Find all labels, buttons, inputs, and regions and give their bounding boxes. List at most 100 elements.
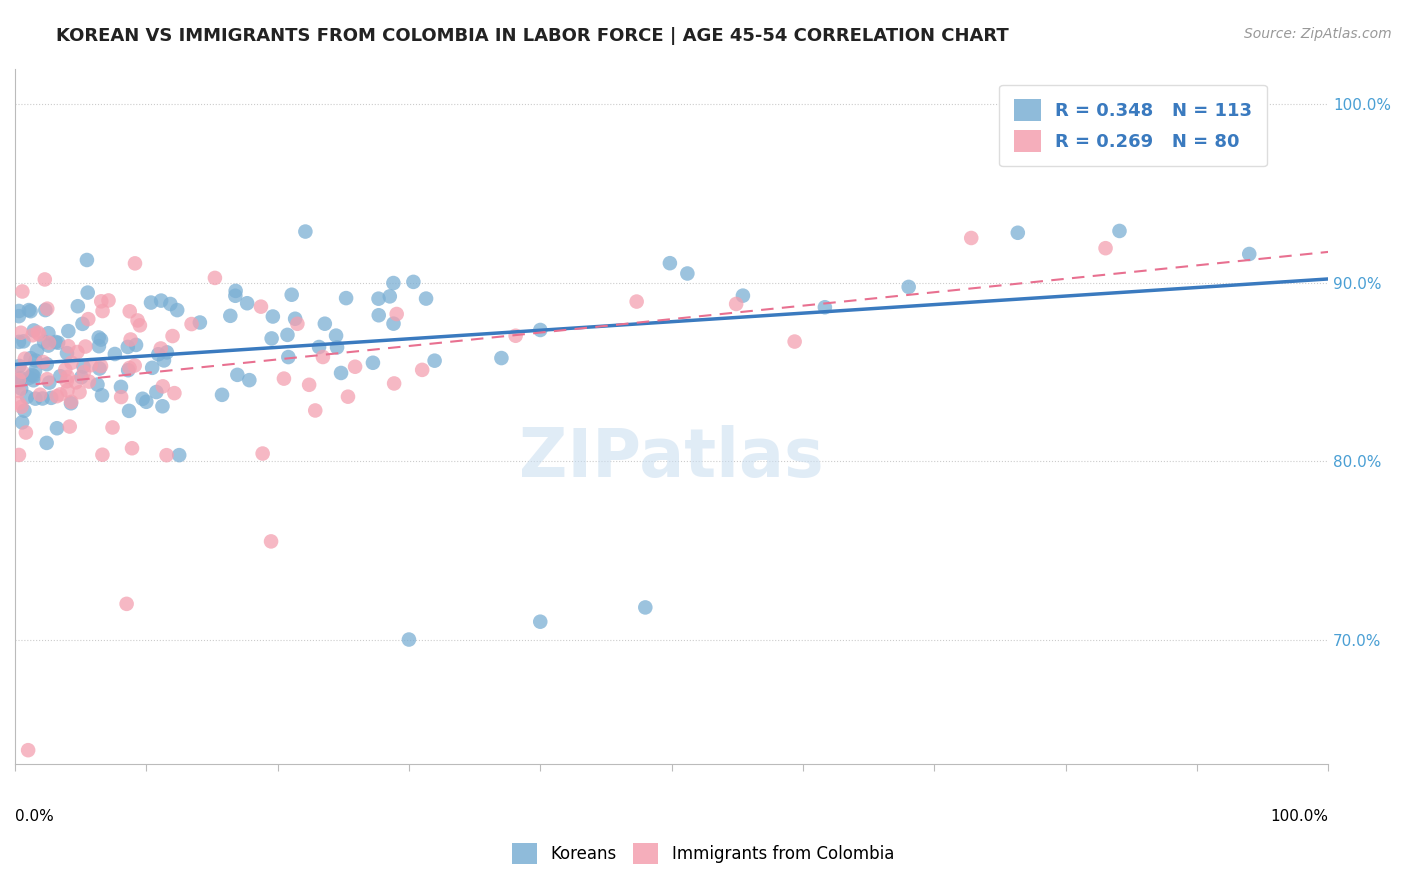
Point <box>76 285 98 300</box>
Point <box>56 384 79 398</box>
Point <box>38 376 60 390</box>
Point <box>97 293 120 308</box>
Point <box>124 256 146 270</box>
Point <box>280 287 302 301</box>
Point <box>90 294 112 309</box>
Point <box>11 365 34 379</box>
Point <box>676 267 699 281</box>
Point <box>344 359 367 374</box>
Point <box>49 369 72 384</box>
Point <box>91 448 114 462</box>
Point <box>35 357 58 371</box>
Point <box>34 303 56 318</box>
Point <box>86 377 108 392</box>
Point <box>118 304 141 318</box>
Point <box>1094 241 1116 255</box>
Point <box>46 335 69 350</box>
Point <box>155 448 177 462</box>
Point <box>69 385 91 400</box>
Point <box>814 300 837 314</box>
Point <box>87 339 110 353</box>
Point <box>1239 247 1261 261</box>
Point <box>90 359 112 373</box>
Text: KOREAN VS IMMIGRANTS FROM COLOMBIA IN LABOR FORCE | AGE 45-54 CORRELATION CHART: KOREAN VS IMMIGRANTS FROM COLOMBIA IN LA… <box>56 27 1010 45</box>
Point <box>125 338 148 352</box>
Point <box>284 311 307 326</box>
Point <box>17 303 39 318</box>
Point <box>382 317 405 331</box>
Point <box>162 329 184 343</box>
Point <box>139 295 162 310</box>
Point <box>783 334 806 349</box>
Point <box>367 292 389 306</box>
Point <box>149 342 172 356</box>
Point <box>505 328 527 343</box>
Text: 100.0%: 100.0% <box>1270 809 1329 824</box>
Point <box>152 399 174 413</box>
Point <box>53 362 76 376</box>
Point <box>1108 224 1130 238</box>
Point <box>10 382 32 396</box>
Legend: R = 0.348   N = 113, R = 0.269   N = 80: R = 0.348 N = 113, R = 0.269 N = 80 <box>1000 85 1267 167</box>
Point <box>91 388 114 402</box>
Point <box>129 318 152 333</box>
Point <box>10 371 32 385</box>
Point <box>166 303 188 318</box>
Point <box>145 385 167 400</box>
Point <box>37 326 59 341</box>
Point <box>236 296 259 310</box>
Point <box>7 334 30 349</box>
Point <box>34 272 56 286</box>
Point <box>38 335 60 350</box>
Point <box>658 256 681 270</box>
Text: Source: ZipAtlas.com: Source: ZipAtlas.com <box>1244 27 1392 41</box>
Point <box>75 339 97 353</box>
Point <box>32 355 55 369</box>
Point <box>398 632 420 647</box>
Point <box>260 534 283 549</box>
Point <box>14 425 37 440</box>
Point <box>104 347 127 361</box>
Text: ZIPatlas: ZIPatlas <box>519 425 824 491</box>
Point <box>7 384 30 398</box>
Point <box>204 271 226 285</box>
Point <box>7 304 30 318</box>
Point <box>117 363 139 377</box>
Point <box>66 345 89 359</box>
Point <box>77 375 100 389</box>
Point <box>21 368 44 382</box>
Point <box>101 420 124 434</box>
Point <box>298 377 321 392</box>
Point <box>10 326 32 340</box>
Point <box>70 370 93 384</box>
Point <box>312 350 335 364</box>
Point <box>7 373 30 387</box>
Point <box>14 351 37 366</box>
Point <box>91 304 114 318</box>
Point <box>121 442 143 456</box>
Point <box>725 297 748 311</box>
Point <box>897 280 920 294</box>
Point <box>115 597 138 611</box>
Point <box>28 327 51 342</box>
Point <box>385 307 408 321</box>
Point <box>225 284 247 298</box>
Point <box>21 328 44 343</box>
Point <box>135 394 157 409</box>
Point <box>17 743 39 757</box>
Point <box>326 340 349 354</box>
Point <box>73 365 96 379</box>
Point <box>25 343 48 358</box>
Point <box>89 361 111 376</box>
Point <box>402 275 425 289</box>
Point <box>65 376 87 390</box>
Point <box>110 380 132 394</box>
Point <box>294 225 316 239</box>
Point <box>59 396 82 410</box>
Point <box>18 371 41 385</box>
Point <box>304 403 326 417</box>
Text: 0.0%: 0.0% <box>15 809 53 824</box>
Point <box>118 360 141 375</box>
Point <box>37 372 59 386</box>
Point <box>37 301 59 316</box>
